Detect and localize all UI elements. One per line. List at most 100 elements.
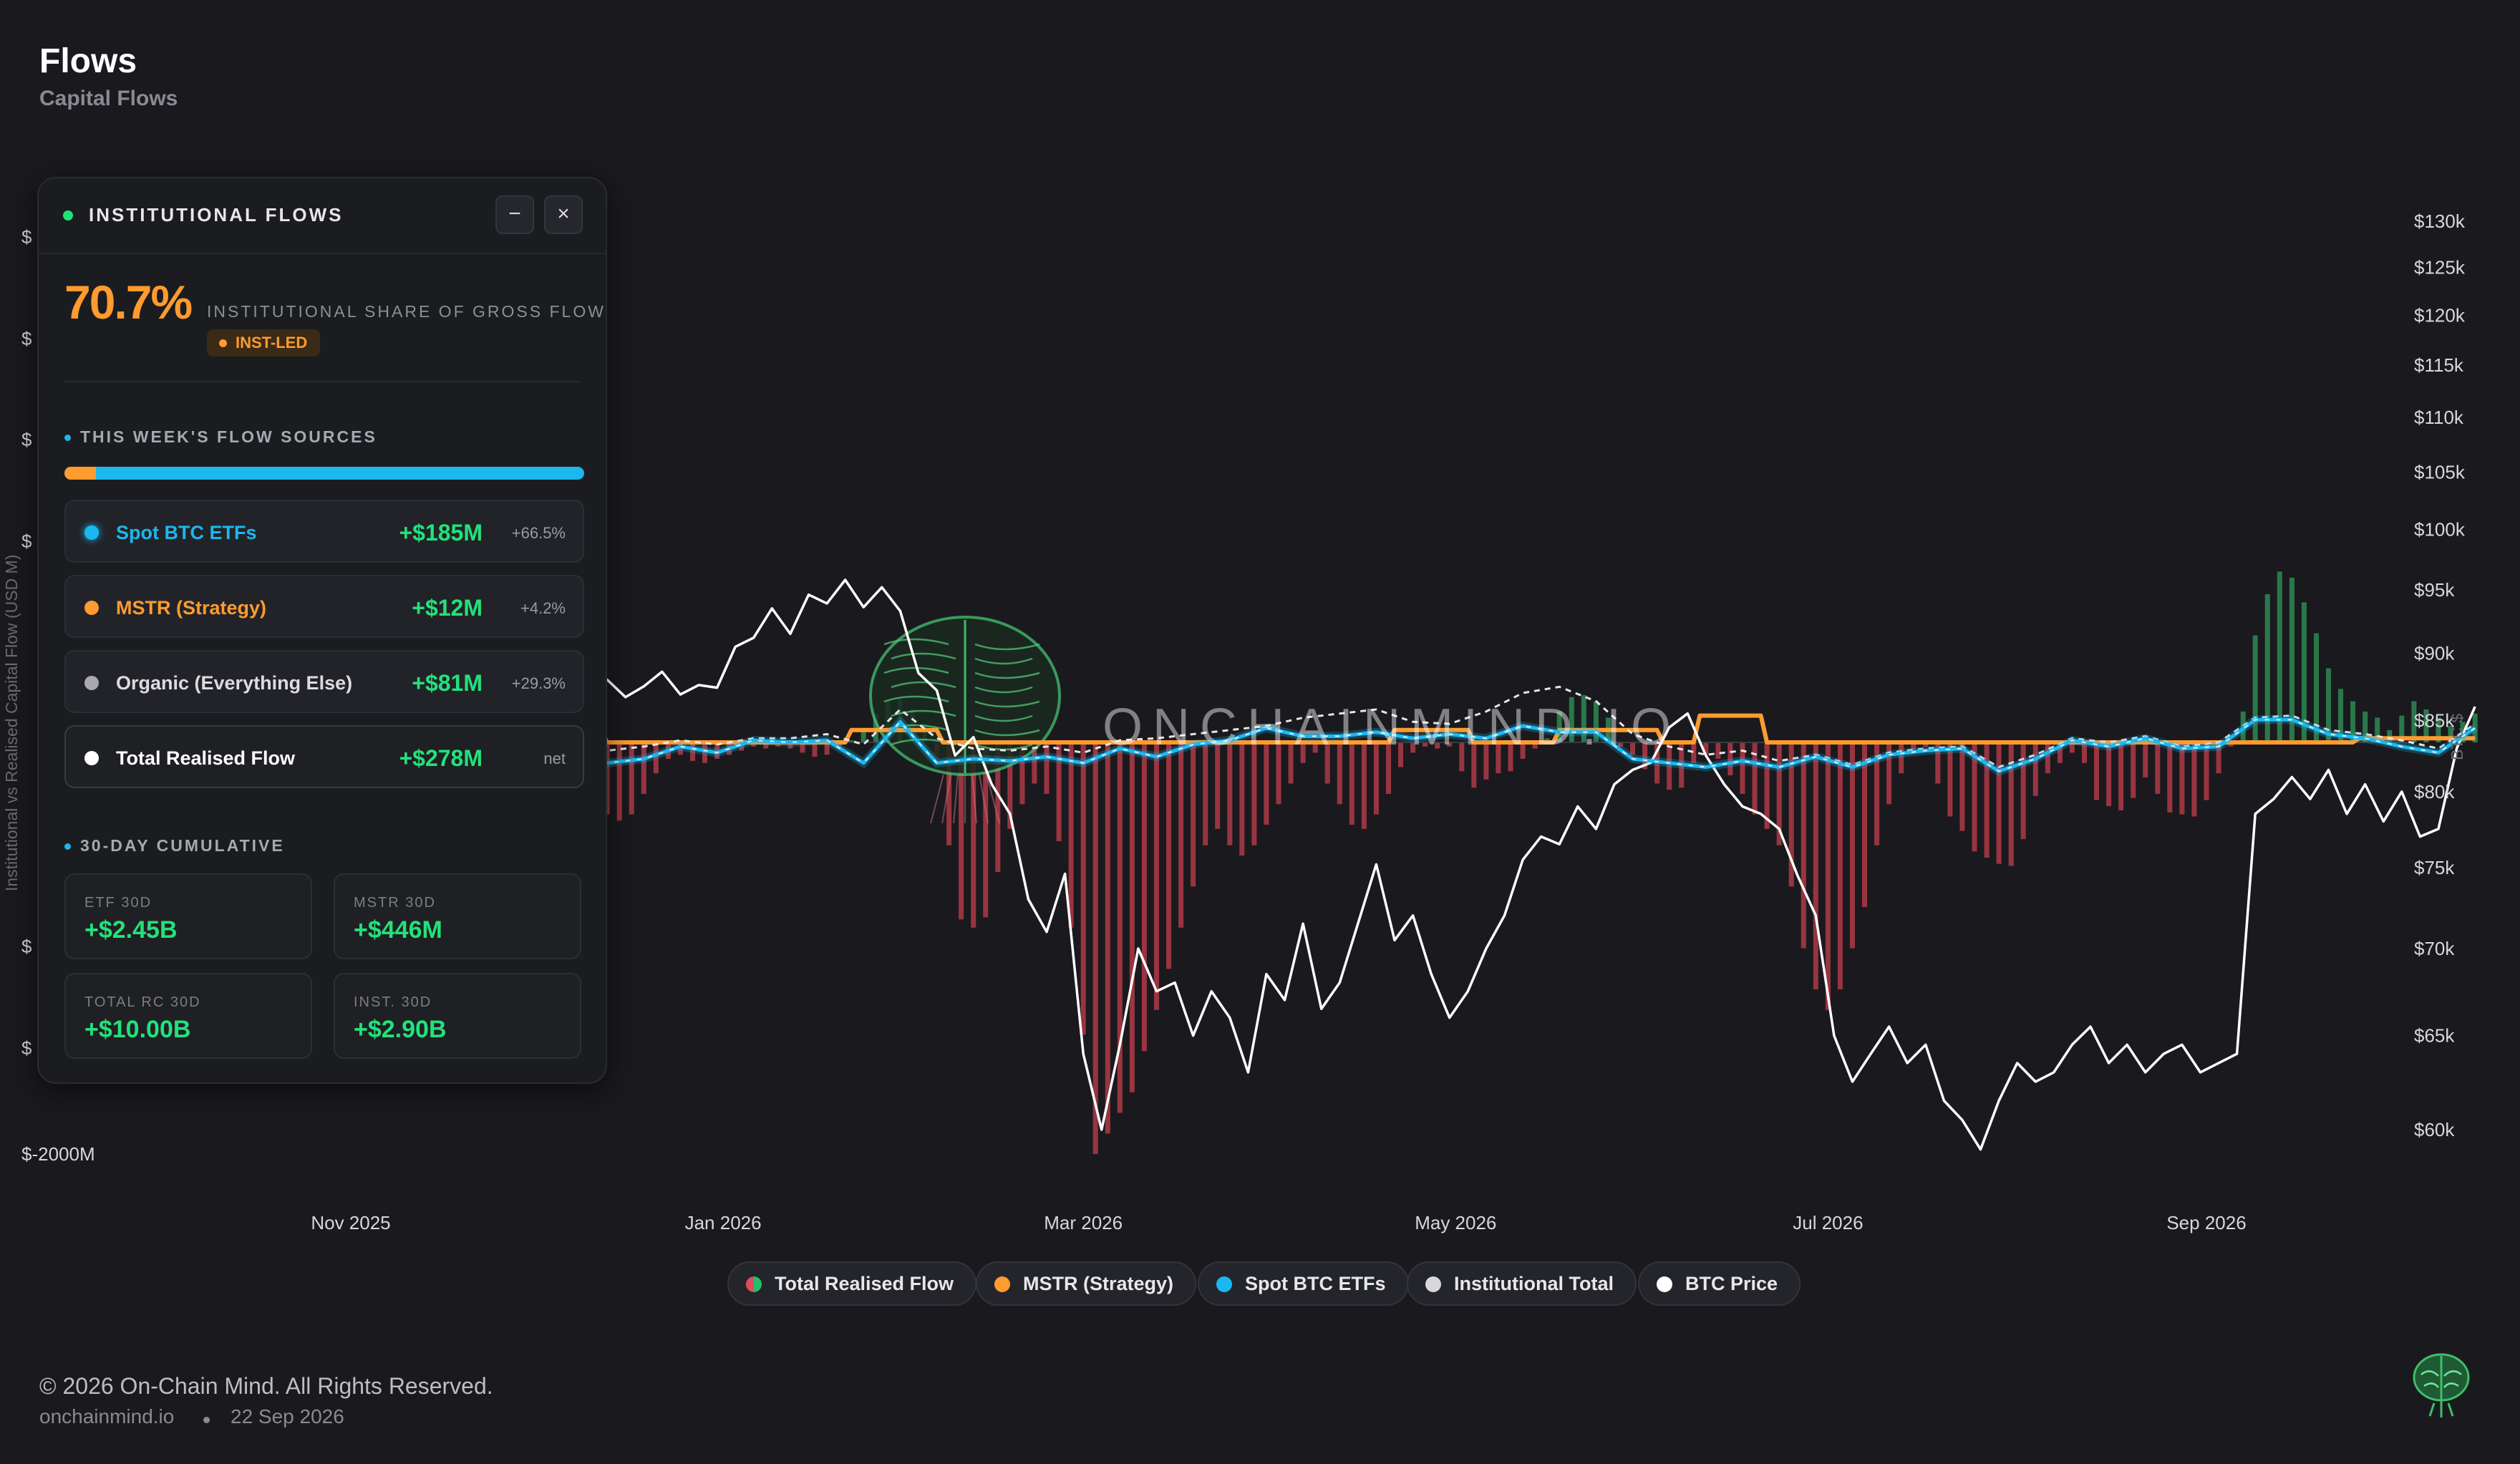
footer-separator (203, 1417, 210, 1423)
source-name: Spot BTC ETFs (116, 522, 257, 543)
flow-bar (714, 742, 720, 759)
legend-spot-etfs[interactable]: Spot BTC ETFs (1198, 1261, 1409, 1306)
cum-label: INST. 30D (354, 994, 432, 1010)
mstr-share-fill (64, 467, 96, 480)
flow-bar (2362, 711, 2368, 742)
flow-bar (1410, 742, 1416, 753)
source-row-etf[interactable]: Spot BTC ETFs +$185M +66.5% (64, 500, 584, 563)
left-tick-fragment: $ (21, 530, 32, 552)
brain-root (971, 774, 977, 824)
source-row-organic[interactable]: Organic (Everything Else) +$81M +29.3% (64, 650, 584, 713)
flow-bar (2082, 742, 2087, 763)
flow-bar (1801, 742, 1806, 949)
badge-dot-icon (219, 339, 227, 347)
right-tick-label: $110k (2414, 407, 2464, 428)
source-percent: net (543, 750, 566, 767)
right-tick-label: $105k (2414, 462, 2466, 483)
badge-label: INST-LED (236, 334, 308, 352)
flow-bar (1837, 742, 1843, 989)
flow-bar (1032, 742, 1037, 784)
etf-dot-icon (84, 525, 99, 540)
right-tick-label: $80k (2414, 781, 2455, 803)
flow-bar (2411, 701, 2417, 742)
flow-bar (2020, 742, 2026, 840)
source-row-mstr[interactable]: MSTR (Strategy) +$12M +4.2% (64, 575, 584, 638)
institutional-total-line (570, 685, 2476, 769)
flow-bar (2277, 571, 2282, 742)
brain-circuit (891, 709, 1033, 722)
flow-bar (800, 742, 805, 753)
institutional-share-value: 70.7% (64, 276, 193, 329)
legend-institutional-total[interactable]: Institutional Total (1407, 1261, 1637, 1306)
flow-bar (1947, 742, 1953, 817)
legend-label: Institutional Total (1454, 1273, 1614, 1294)
flow-bar (1373, 742, 1379, 815)
flow-bar (677, 742, 683, 755)
flow-bar (2008, 742, 2014, 866)
flow-bar (1862, 742, 1867, 907)
x-axis-ticks: Nov 2025 Jan 2026 Mar 2026 May 2026 Jul 2026… (311, 1212, 2246, 1233)
minimize-button[interactable]: − (495, 195, 534, 234)
flow-bar (824, 742, 830, 755)
brain-circuit (891, 652, 1033, 665)
cum-value: +$10.00B (84, 1016, 191, 1043)
flow-bar (1239, 742, 1245, 856)
flow-bar (1508, 742, 1513, 772)
flow-bar (2045, 742, 2050, 774)
flow-bar (1092, 742, 1098, 1154)
flow-bar (1154, 742, 1159, 1010)
total-dot-icon (84, 751, 99, 765)
source-row-total[interactable]: Total Realised Flow +$278M net (64, 725, 584, 788)
close-button[interactable]: × (544, 195, 583, 234)
flow-bar (2167, 742, 2173, 813)
flow-bar (2032, 742, 2038, 796)
flow-bar (1483, 742, 1489, 780)
footer-copyright: © 2026 On-Chain Mind. All Rights Reserve… (39, 1373, 493, 1399)
flow-bar (1129, 742, 1135, 1092)
right-tick-label: $130k (2414, 210, 2466, 232)
flow-bar (653, 742, 659, 774)
divider (64, 381, 581, 382)
brain-root (953, 774, 959, 824)
flow-bar (1361, 742, 1367, 829)
legend-total-realised-flow[interactable]: Total Realised Flow (727, 1261, 977, 1306)
etf-dot-icon (1216, 1276, 1232, 1292)
flow-bar (2314, 633, 2319, 742)
flow-bar (1471, 742, 1477, 788)
btc-dot-icon (1657, 1276, 1672, 1292)
legend-mstr[interactable]: MSTR (Strategy) (976, 1261, 1197, 1306)
flow-bar (1850, 742, 1855, 949)
cum-label: ETF 30D (84, 895, 152, 911)
flow-bar (2326, 668, 2331, 742)
source-value: +$81M (412, 670, 483, 696)
flow-bar (861, 729, 866, 743)
institutional-share-label: INSTITUTIONAL SHARE OF GROSS FLOW (207, 302, 606, 321)
flow-bar (1593, 701, 1599, 742)
legend-btc-price[interactable]: BTC Price (1638, 1261, 1801, 1306)
cum-card-total-rc: TOTAL RC 30D +$10.00B (64, 973, 312, 1059)
flow-bar (1105, 742, 1110, 1134)
flow-bar (2204, 742, 2209, 800)
flow-sources-bar (64, 467, 584, 480)
cum-value: +$2.90B (354, 1016, 447, 1043)
cum-label: TOTAL RC 30D (84, 994, 201, 1010)
cum-label: MSTR 30D (354, 895, 436, 911)
flow-bar (616, 742, 622, 821)
flow-bar (629, 742, 634, 815)
flow-bar (1752, 742, 1758, 815)
footer-url[interactable]: onchainmind.io (39, 1405, 175, 1427)
flow-bar (1141, 742, 1147, 1052)
flow-bar (2423, 709, 2429, 742)
flow-bar (2155, 742, 2161, 794)
flow-dot-icon (746, 1276, 762, 1292)
flow-bars (568, 571, 2478, 1154)
flow-bar (983, 742, 989, 918)
brain-circuit (883, 666, 1040, 679)
flow-bar (604, 742, 610, 815)
left-tick-fragment: $ (21, 1037, 32, 1059)
legend-label: BTC Price (1685, 1273, 1778, 1294)
cum-value: +$446M (354, 916, 442, 944)
cumulative-title: 30-DAY CUMULATIVE (80, 836, 285, 855)
flow-bar (1581, 694, 1586, 742)
flow-bar (2118, 742, 2124, 810)
